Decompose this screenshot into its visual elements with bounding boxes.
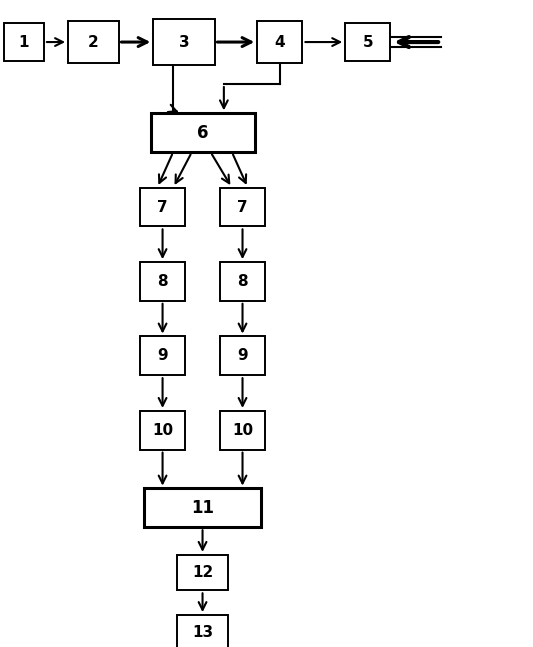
- Bar: [154, 19, 214, 65]
- Text: 9: 9: [157, 348, 168, 364]
- Bar: [140, 411, 185, 450]
- Text: 10: 10: [152, 422, 173, 438]
- Bar: [140, 262, 185, 301]
- Bar: [4, 23, 44, 61]
- Text: 11: 11: [191, 499, 214, 517]
- Text: 12: 12: [192, 565, 213, 580]
- Text: 4: 4: [274, 34, 285, 50]
- Bar: [257, 21, 302, 63]
- Bar: [220, 188, 265, 226]
- Text: 8: 8: [157, 274, 168, 289]
- Bar: [177, 615, 228, 647]
- Text: 1: 1: [19, 34, 29, 50]
- Text: 2: 2: [88, 34, 99, 50]
- Bar: [177, 554, 228, 590]
- Bar: [220, 336, 265, 375]
- Text: 3: 3: [179, 34, 189, 50]
- Text: 13: 13: [192, 625, 213, 641]
- Bar: [68, 21, 118, 63]
- Text: 10: 10: [232, 422, 253, 438]
- Text: 7: 7: [237, 199, 248, 215]
- Bar: [220, 262, 265, 301]
- Bar: [144, 488, 261, 527]
- Text: 6: 6: [197, 124, 208, 142]
- Text: 8: 8: [237, 274, 248, 289]
- Bar: [150, 113, 255, 152]
- Text: 9: 9: [237, 348, 248, 364]
- Text: 7: 7: [157, 199, 168, 215]
- Bar: [140, 188, 185, 226]
- Text: 5: 5: [362, 34, 373, 50]
- Bar: [140, 336, 185, 375]
- Bar: [220, 411, 265, 450]
- Bar: [345, 23, 390, 61]
